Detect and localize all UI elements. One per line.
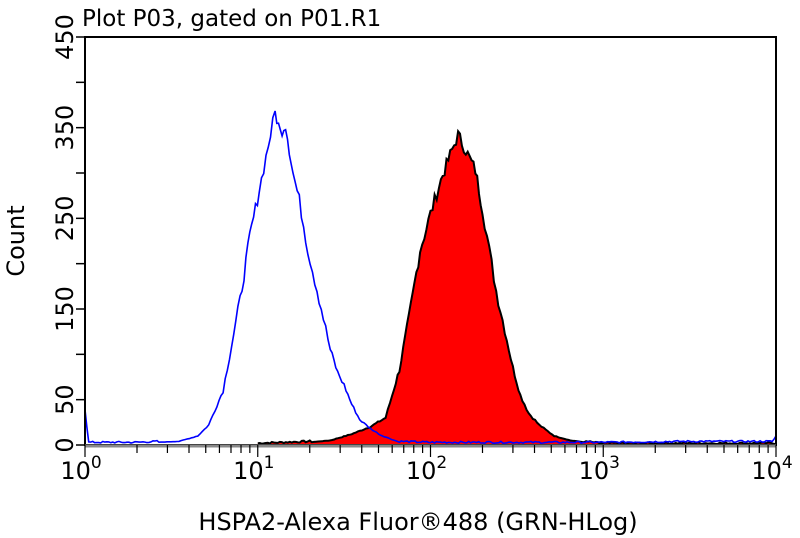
x-tick-label: 100	[60, 453, 101, 485]
y-tick-label: 0	[51, 437, 79, 452]
y-axis-label: Count	[2, 205, 30, 276]
series-fill-area	[257, 131, 776, 445]
y-tick-label: 250	[51, 195, 79, 241]
x-tick-label: 103	[579, 453, 620, 485]
x-axis-label: HSPA2-Alexa Fluor®488 (GRN-HLog)	[198, 508, 637, 536]
plot-area: 0 50 150 250 350 450 100 101 102 103 104	[51, 14, 793, 485]
y-tick-label: 150	[51, 286, 79, 332]
series-fill-outline	[257, 128, 777, 446]
y-tick-label: 450	[51, 14, 79, 60]
x-tick-label: 102	[406, 453, 447, 485]
chart-title: Plot P03, gated on P01.R1	[82, 6, 381, 32]
x-tick-label: 104	[751, 453, 792, 485]
y-tick-label: 50	[51, 384, 79, 415]
y-tick-label: 350	[51, 105, 79, 151]
x-tick-label: 101	[233, 453, 274, 485]
series-line	[84, 110, 777, 445]
